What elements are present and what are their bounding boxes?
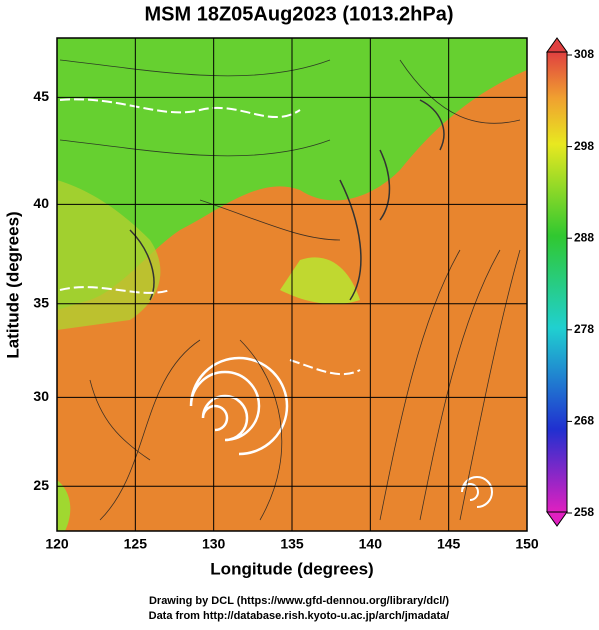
y-tick-label: 45 (33, 88, 49, 104)
y-tick-label: 40 (33, 195, 49, 211)
colorbar-tick-label: 298 (574, 139, 594, 153)
y-tick-label: 30 (33, 388, 49, 404)
x-tick-label: 140 (359, 536, 383, 552)
y-axis-label: Latitude (degrees) (3, 211, 22, 358)
x-tick-label: 130 (202, 536, 226, 552)
x-tick-label: 135 (280, 536, 304, 552)
colorbar-tick-label: 278 (574, 322, 594, 336)
x-tick-label: 145 (437, 536, 461, 552)
y-tick-label: 25 (33, 477, 49, 493)
colorbar-tick-label: 268 (574, 414, 594, 428)
x-tick-label: 125 (124, 536, 148, 552)
title: MSM 18Z05Aug2023 (1013.2hPa) (144, 3, 453, 25)
colorbar-min-arrow (546, 511, 568, 527)
y-tick-label: 35 (33, 294, 49, 310)
credit: Data from http://database.rish.kyoto-u.a… (149, 610, 450, 622)
x-axis-label: Longitude (degrees) (210, 559, 373, 578)
colorbar-tick-label: 288 (574, 230, 594, 244)
colorbar-tick-label: 308 (574, 47, 594, 61)
colorbar-max-arrow (546, 37, 568, 53)
colorbar (546, 51, 568, 513)
credit: Drawing by DCL (https://www.gfd-dennou.o… (149, 595, 449, 607)
colorbar-tick-label: 258 (574, 505, 594, 519)
plot-frame (56, 37, 528, 532)
x-tick-label: 120 (45, 536, 69, 552)
x-tick-label: 150 (515, 536, 539, 552)
